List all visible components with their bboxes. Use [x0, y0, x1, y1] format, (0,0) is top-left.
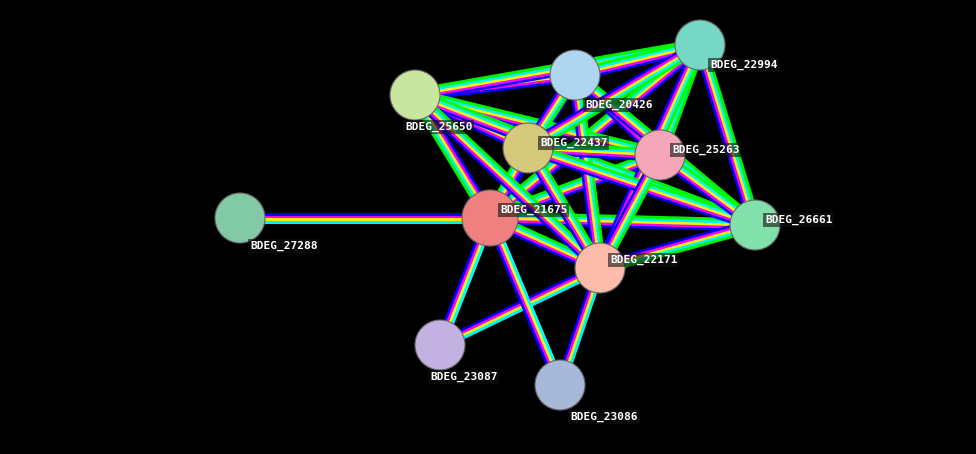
Circle shape: [415, 320, 465, 370]
Text: BDEG_21675: BDEG_21675: [500, 205, 567, 215]
Text: BDEG_27288: BDEG_27288: [250, 241, 317, 251]
Text: BDEG_22437: BDEG_22437: [540, 138, 607, 148]
Text: BDEG_23087: BDEG_23087: [430, 372, 498, 382]
Text: BDEG_26661: BDEG_26661: [765, 215, 833, 225]
Text: BDEG_25263: BDEG_25263: [672, 145, 740, 155]
Circle shape: [503, 123, 553, 173]
Circle shape: [535, 360, 585, 410]
Circle shape: [635, 130, 685, 180]
Circle shape: [215, 193, 265, 243]
Text: BDEG_25650: BDEG_25650: [405, 122, 472, 132]
Text: BDEG_22171: BDEG_22171: [610, 255, 677, 265]
Circle shape: [550, 50, 600, 100]
Circle shape: [462, 190, 518, 246]
Text: BDEG_20426: BDEG_20426: [585, 100, 653, 110]
Text: BDEG_23086: BDEG_23086: [570, 412, 637, 422]
Circle shape: [730, 200, 780, 250]
Circle shape: [575, 243, 625, 293]
Text: BDEG_22994: BDEG_22994: [710, 60, 778, 70]
Circle shape: [675, 20, 725, 70]
Circle shape: [390, 70, 440, 120]
